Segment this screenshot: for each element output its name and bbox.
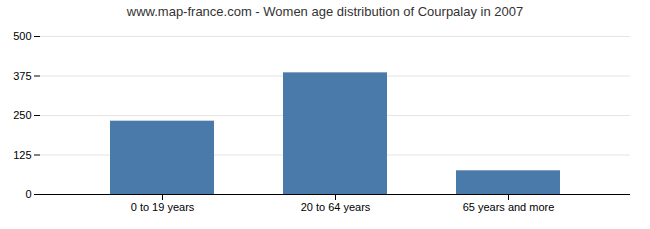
html-text:www.map-france.com - Women age: www.map-france.com - Women age distribut…: [126, 4, 524, 19]
svg-text:375: 375: [13, 70, 31, 82]
svg-text:20 to 64 years: 20 to 64 years: [301, 201, 371, 213]
svg-text:125: 125: [13, 149, 31, 161]
svg-text:0: 0: [25, 188, 31, 200]
svg-text:500: 500: [13, 30, 31, 42]
svg-text:250: 250: [13, 109, 31, 121]
svg-text:0 to 19 years: 0 to 19 years: [131, 201, 195, 213]
svg-text:65 years and more: 65 years and more: [463, 201, 555, 213]
